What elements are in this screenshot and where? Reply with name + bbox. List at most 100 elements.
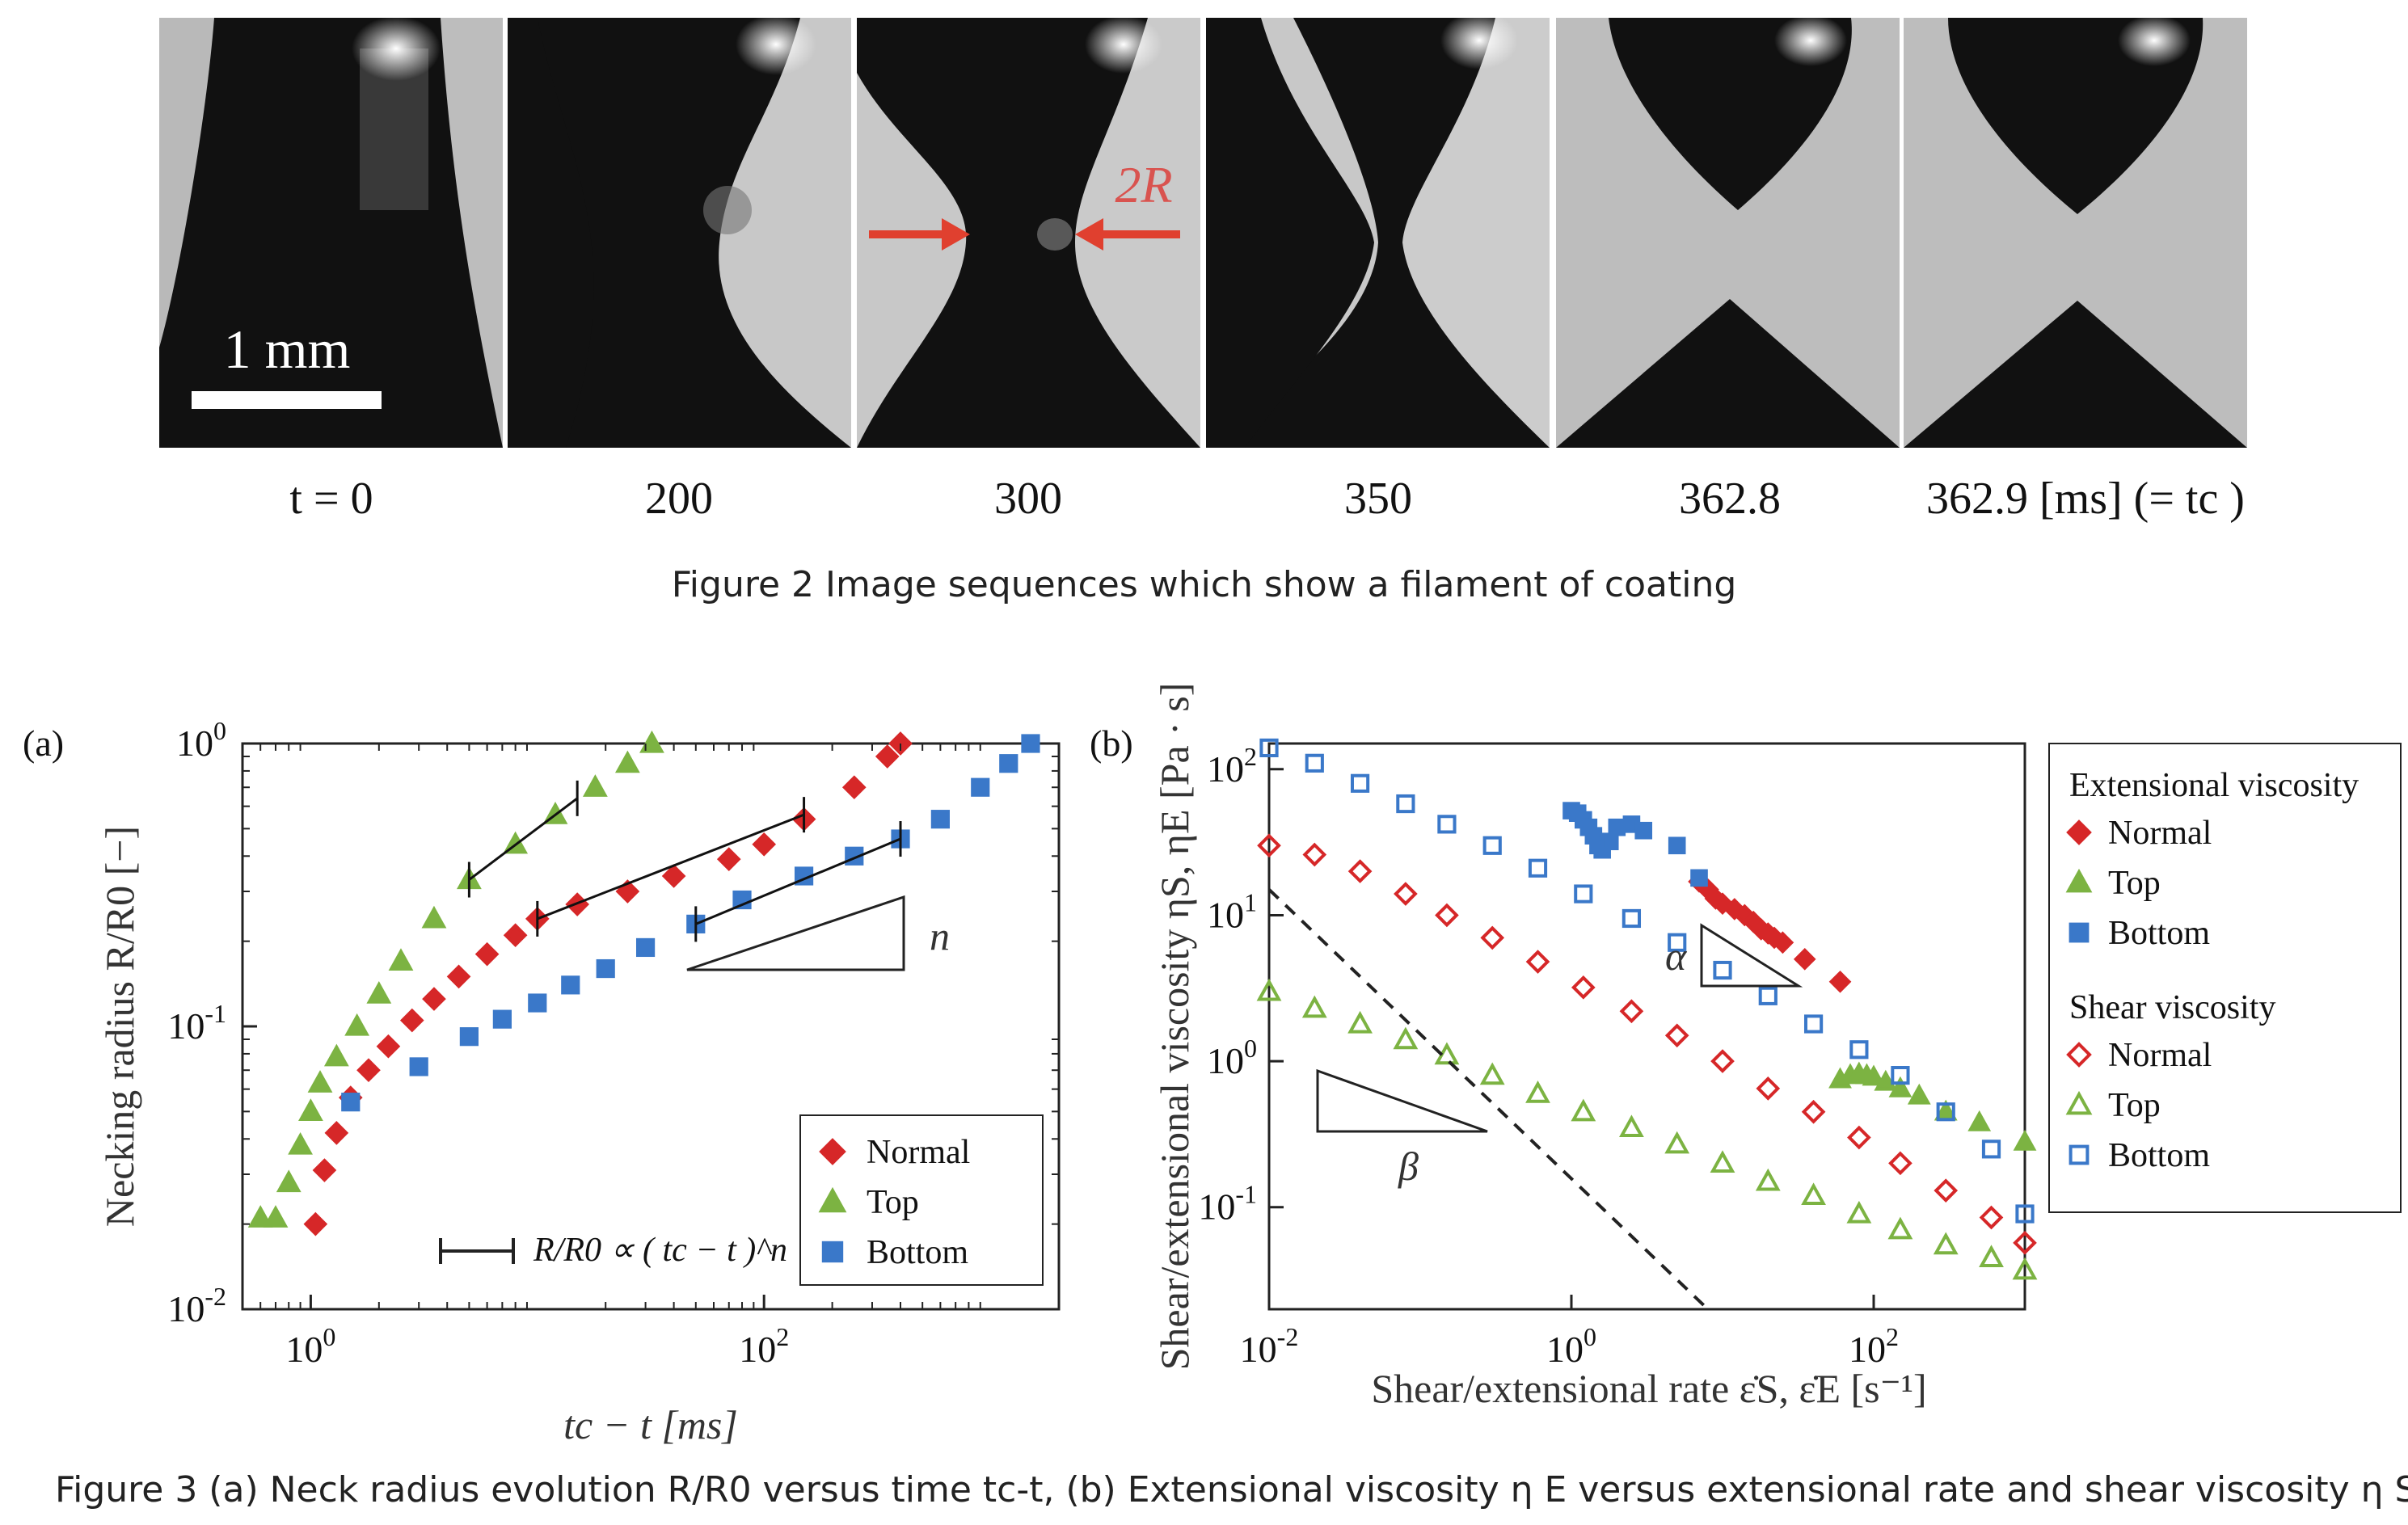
chart-a-normal-point	[474, 942, 500, 967]
frame-6-label: 362.9 [ms] (= tc )	[1926, 474, 2245, 524]
chart-a-xlabel: tc − t [ms]	[563, 1402, 738, 1447]
chart-b-shear-normal-point	[1888, 1151, 1912, 1176]
chart-b-shear-top-point	[1525, 1081, 1550, 1103]
frame-5-label: 362.8	[1679, 474, 1781, 524]
chart-b-panel-label: (b)	[1090, 722, 1133, 764]
chart-a-bottom-point	[409, 1057, 428, 1076]
chart-b-extensional-bottom-point	[1608, 818, 1626, 836]
chart-b-shear-top-point	[1347, 1010, 1373, 1034]
frame-1-label: t = 0	[289, 474, 373, 524]
chart-b-slope-beta-label: β	[1398, 1144, 1419, 1189]
chart-b-shear-top-point	[1801, 1182, 1826, 1206]
chart-a-xtick-label: 100	[285, 1322, 335, 1370]
chart-b-shear-bottom-point	[1305, 753, 1324, 773]
chart-b-shear-bottom-point	[1758, 986, 1778, 1005]
frame-1-image: 1 mm	[159, 16, 503, 448]
chart-a-ytick-label: 10-2	[167, 1282, 226, 1329]
chart-b-shear-bottom-point	[1936, 1102, 1955, 1122]
chart-a-bottom-point	[492, 1009, 512, 1029]
chart-b-shear-top-point	[1571, 1098, 1596, 1122]
chart-a-top-point	[366, 981, 392, 1004]
chart-a-normal-point	[752, 832, 777, 857]
chart-b-shear-bottom-point	[1621, 908, 1642, 929]
chart-b-ylabel: Shear/extensional viscosity ηS, ηE [Pa ·…	[1152, 683, 1197, 1371]
chart-b-shear-top-point	[1710, 1150, 1735, 1173]
chart-a-normal-point	[376, 1034, 401, 1059]
frame-5-image	[1556, 15, 1900, 448]
chart-b-extensional-top-point	[1907, 1083, 1931, 1105]
chart-b-shear-normal-point	[1571, 975, 1596, 1000]
chart-a-normal-point	[716, 847, 741, 871]
chart-a-normal-point	[324, 1121, 349, 1145]
filament-image-sequence: 1 mm 2R	[159, 11, 2247, 448]
chart-b-legend-extensional-normal-label: Normal	[2108, 815, 2212, 852]
chart-b-shear-normal-point	[1525, 950, 1550, 974]
chart-b-ytick-label: 101	[1207, 887, 1257, 935]
chart-a-slope-triangle	[686, 895, 905, 971]
chart-a-legend-bottom-marker	[821, 1241, 844, 1263]
chart-a-normal-point	[446, 964, 471, 989]
chart-a-fit-line	[537, 813, 805, 920]
chart-b-shear-top-point	[1393, 1026, 1419, 1050]
chart-b-shear-top-point	[1755, 1168, 1781, 1191]
chart-b-reference-line	[1267, 888, 1710, 1311]
chart-b: (b) 10-2 100 102 10-1 100 101 102 β α Extensio…	[1090, 683, 2402, 1411]
chart-b-shear-normal-point	[1619, 999, 1644, 1024]
chart-b-extensional-normal-point	[1771, 931, 1794, 954]
chart-b-xtick-label: 10-2	[1240, 1322, 1299, 1370]
chart-b-legend-shear-normal-marker	[2066, 1042, 2092, 1068]
chart-a-top-point	[288, 1131, 313, 1155]
chart-a-top-point	[307, 1070, 333, 1093]
2r-annotation: 2R	[1115, 156, 1172, 213]
chart-a-normal-point	[356, 1058, 381, 1083]
chart-b-shear-normal-point	[1847, 1125, 1871, 1150]
chart-b-shear-normal-point	[1394, 882, 1418, 906]
chart-b-shear-top-point	[1664, 1131, 1690, 1154]
frame-3-image: 2R	[857, 15, 1200, 448]
chart-a-normal-point	[422, 987, 446, 1011]
chart-b-shear-top-point	[1619, 1114, 1644, 1138]
chart-b-shear-top-point	[1479, 1062, 1505, 1085]
chart-b-extensional-bottom-point	[1634, 821, 1653, 840]
chart-a-normal-point	[841, 775, 867, 800]
chart-b-shear-bottom-point	[1350, 773, 1370, 793]
chart-b-legend-extensional-top-marker	[2065, 868, 2093, 893]
chart-a-normal-point	[875, 744, 900, 769]
chart-a-xtick-label: 102	[739, 1322, 789, 1370]
chart-a-normal-point	[312, 1158, 337, 1182]
chart-b-legend-shear-normal-label: Normal	[2108, 1037, 2212, 1074]
chart-b-shear-bottom-point	[1574, 884, 1593, 904]
chart-a-top-point	[344, 1013, 370, 1036]
chart-b-shear-bottom-point	[1891, 1066, 1910, 1085]
chart-a-legend-top-marker	[818, 1186, 847, 1213]
chart-a-top-point	[263, 1205, 289, 1228]
chart-b-legend-extensional-bottom-marker	[2069, 922, 2090, 943]
chart-b-legend-extensional-normal-marker	[2066, 819, 2092, 845]
chart-a-legend-normal-label: Normal	[867, 1134, 970, 1171]
chart-b-shear-top-point	[1933, 1232, 1959, 1255]
chart-b-ytick-label: 102	[1207, 742, 1257, 790]
chart-b-extensional-normal-point	[1828, 970, 1852, 993]
chart-b-legend-shear-top-marker	[2065, 1090, 2093, 1115]
chart-b-legend-shear-bottom-marker	[2069, 1144, 2090, 1165]
chart-b-shear-bottom-point	[1482, 836, 1502, 855]
chart-a-bottom-point	[971, 777, 990, 797]
chart-a-ylabel: Necking radius R/R0 [−]	[97, 826, 142, 1227]
chart-a-top-point	[298, 1098, 323, 1121]
chart-a-top-point	[614, 750, 640, 773]
chart-b-legend-extensional-bottom-label: Bottom	[2108, 915, 2210, 952]
chart-a-ytick-label: 100	[176, 716, 226, 764]
chart-a-bottom-point	[635, 937, 656, 958]
chart-b-extensional-top-point	[1862, 1064, 1886, 1086]
chart-a-top-point	[639, 730, 664, 753]
chart-b-legend-shear-bottom-label: Bottom	[2108, 1137, 2210, 1174]
chart-b-shear-top-point	[1301, 995, 1327, 1018]
chart-a-top-point	[247, 1205, 273, 1228]
chart-b-ytick-label: 10-1	[1198, 1180, 1257, 1228]
chart-b-shear-bottom-point	[1437, 815, 1457, 834]
chart-b-shear-normal-point	[1710, 1049, 1735, 1073]
chart-b-shear-normal-point	[1979, 1205, 2004, 1230]
chart-b-shear-bottom-point	[1396, 794, 1415, 814]
chart-a-fit-legend-text: R/R0 ∝ ( tc − t )^n	[533, 1232, 787, 1269]
